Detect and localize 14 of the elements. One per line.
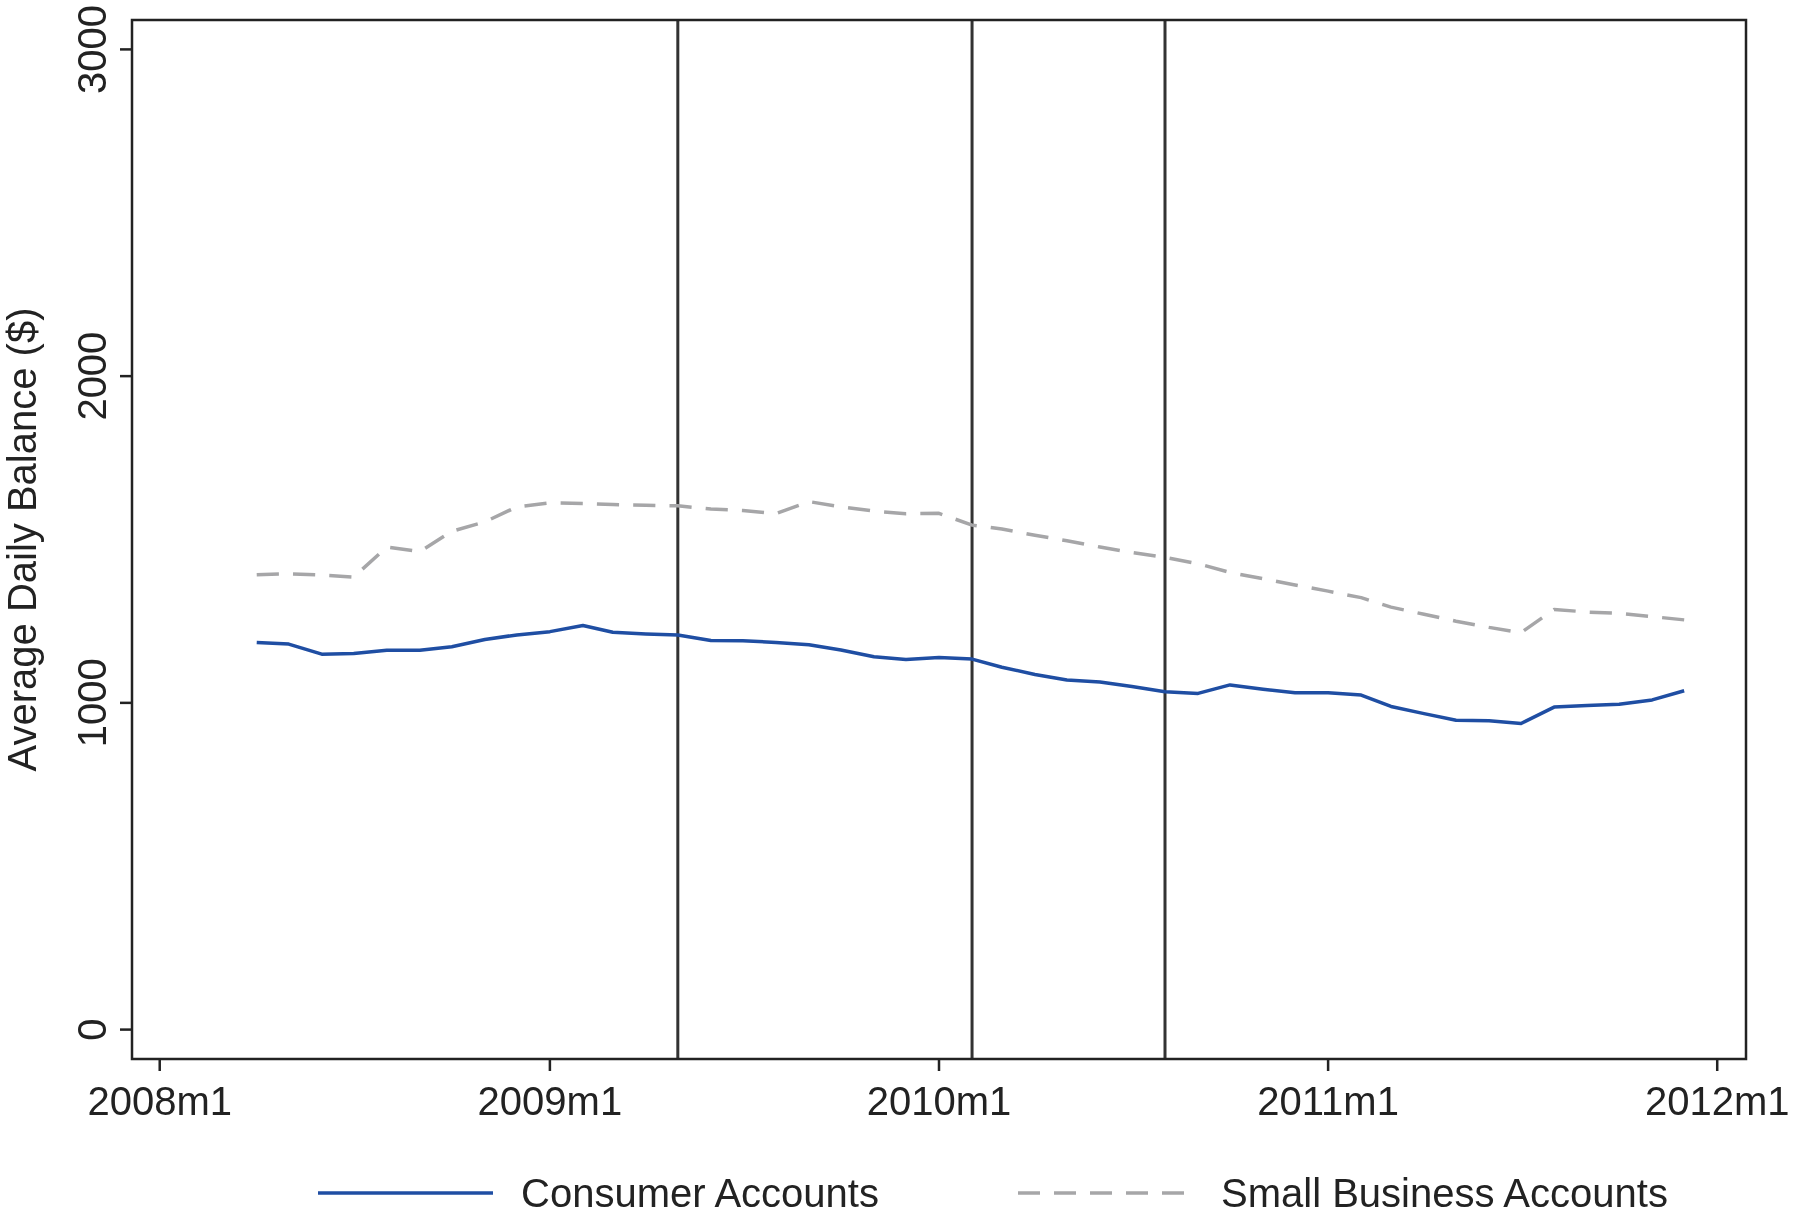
y-tick-label: 1000 [70,658,114,748]
x-tick-label: 2009m1 [477,1079,623,1123]
legend-label: Small Business Accounts [1221,1171,1668,1215]
x-tick-label: 2012m1 [1644,1079,1790,1123]
line-series [254,623,1686,726]
line-series [254,499,1686,635]
y-tick-label: 3000 [70,4,114,94]
y-axis-title: Average Daily Balance ($) [0,307,44,772]
x-tick-label: 2008m1 [87,1079,232,1123]
x-tick-label: 2010m1 [866,1079,1012,1123]
x-tick-label: 2011m1 [1257,1079,1399,1123]
y-tick-label: 0 [70,1018,114,1041]
legend-label: Consumer Accounts [521,1171,879,1215]
y-tick-label: 2000 [70,331,114,421]
